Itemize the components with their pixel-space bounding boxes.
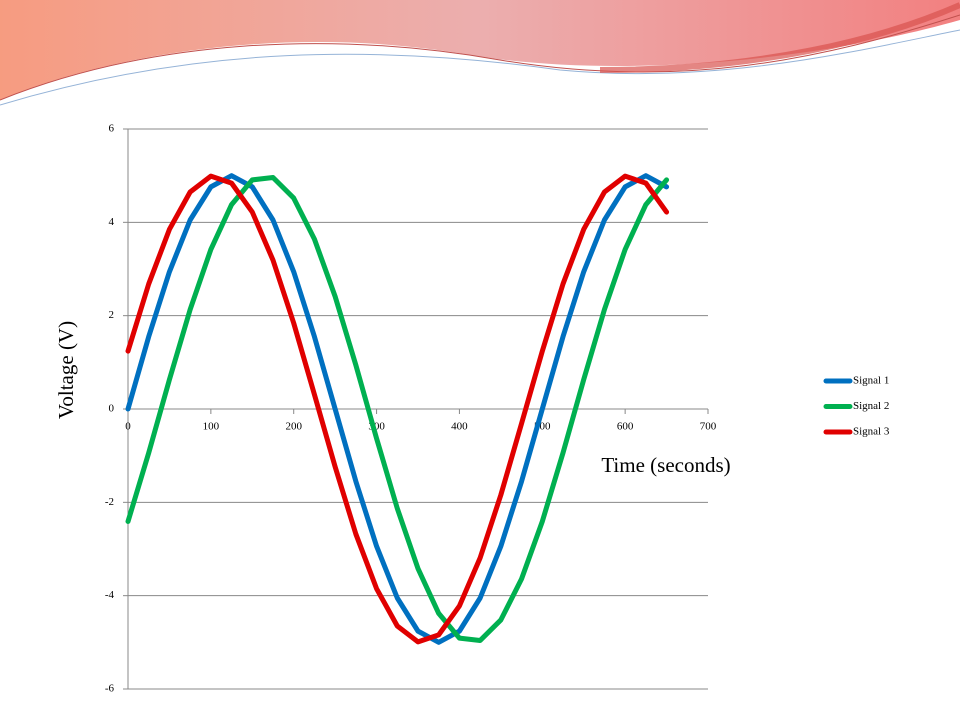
y-tick-label: -6 — [105, 683, 115, 695]
header-line — [0, 14, 960, 101]
y-tick-label: 0 — [109, 403, 115, 415]
x-tick-label: 200 — [285, 421, 302, 433]
y-axis-title: Voltage (V) — [54, 321, 78, 419]
y-tick-label: 4 — [109, 216, 115, 228]
x-tick-label: 100 — [203, 421, 220, 433]
y-tick-label: -4 — [105, 589, 115, 601]
header-swoosh — [0, 0, 960, 100]
series-line — [125, 173, 670, 645]
series-line — [125, 175, 670, 643]
x-tick-label: 700 — [700, 421, 717, 433]
x-axis-title: Time (seconds) — [601, 453, 730, 477]
series-line — [125, 173, 670, 645]
legend-label: Signal 3 — [853, 426, 890, 438]
legend-label: Signal 2 — [853, 400, 889, 412]
y-tick-label: 6 — [109, 123, 115, 135]
y-tick-label: 2 — [109, 309, 115, 321]
x-tick-label: 0 — [125, 421, 131, 433]
legend-label: Signal 1 — [853, 375, 889, 387]
header-line — [599, 2, 960, 73]
header-line — [0, 29, 960, 106]
y-tick-label: -2 — [105, 496, 114, 508]
x-tick-label: 400 — [451, 421, 468, 433]
x-tick-label: 600 — [617, 421, 634, 433]
